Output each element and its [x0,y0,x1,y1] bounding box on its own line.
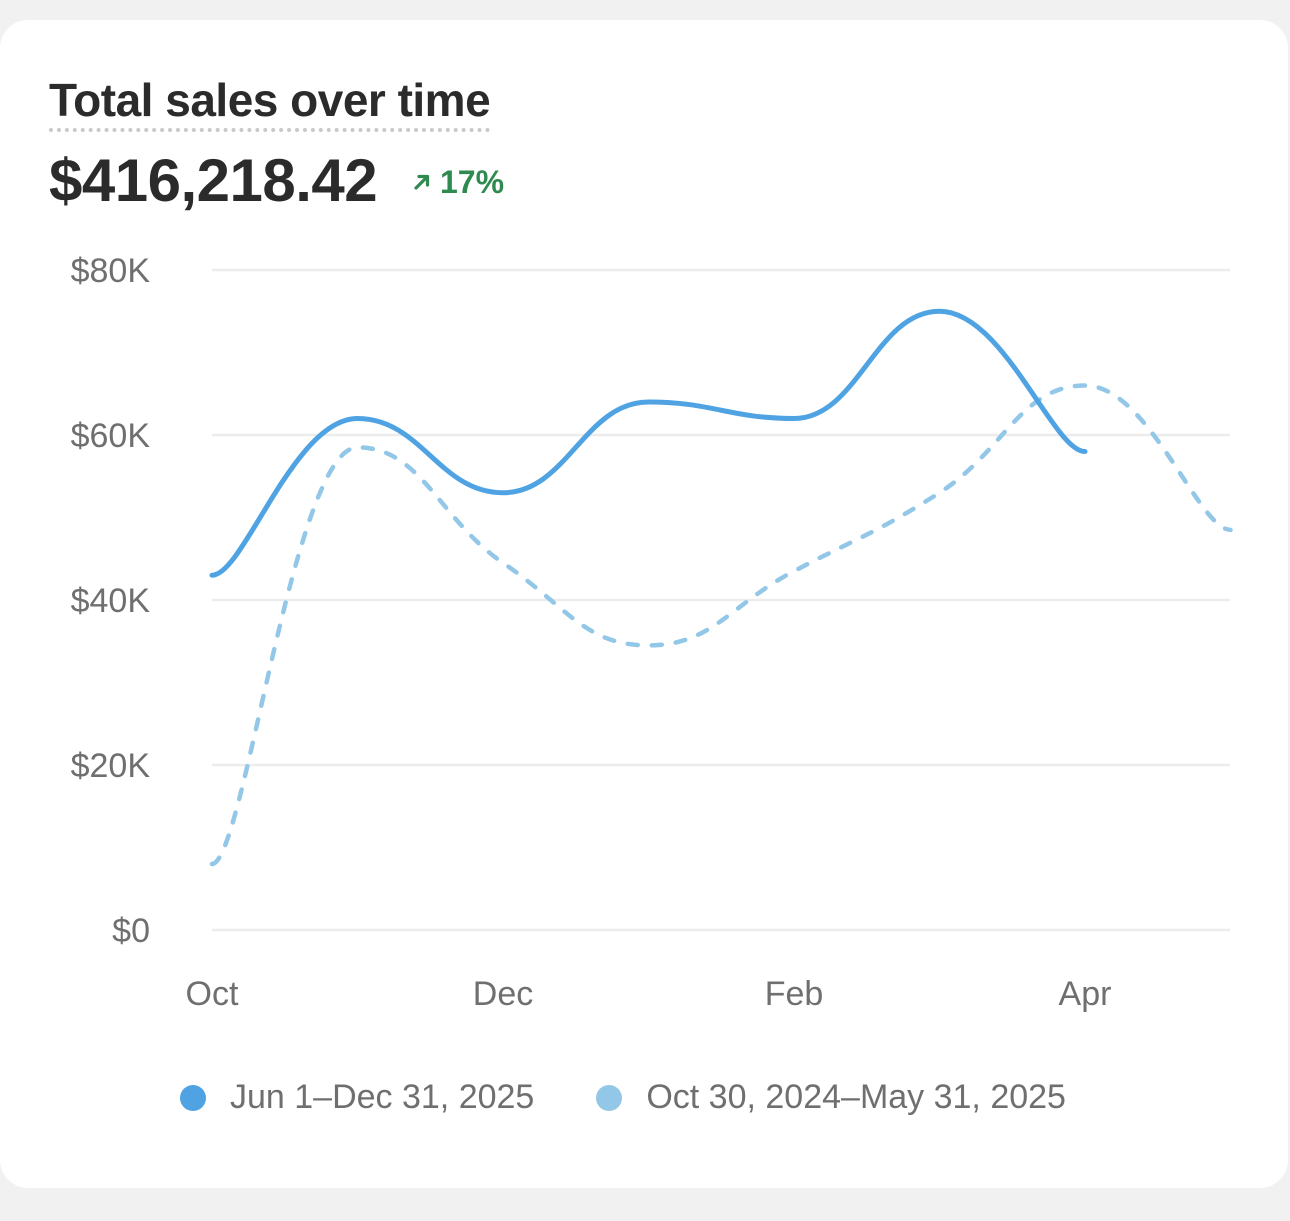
series-line-current[interactable] [209,308,1088,578]
x-tick-label: Apr [1059,975,1112,1013]
legend-dot-previous [596,1084,623,1111]
chart-title[interactable]: Total sales over time [49,74,491,132]
y-tick-label: $0 [112,912,150,950]
chart-legend: Jun 1–Dec 31, 2025 Oct 30, 2024–May 31, … [180,1078,1066,1117]
x-tick-label: Oct [186,975,239,1013]
legend-item-current[interactable]: Jun 1–Dec 31, 2025 [180,1078,534,1117]
legend-item-previous[interactable]: Oct 30, 2024–May 31, 2025 [596,1078,1066,1117]
change-badge: 17% [412,162,504,202]
series-line-previous[interactable] [209,383,1233,867]
y-tick-label: $80K [71,252,151,290]
legend-dot-current [180,1084,206,1111]
arrow-up-right-icon [414,174,430,190]
legend-label-previous: Oct 30, 2024–May 31, 2025 [646,1078,1066,1116]
legend-label-current: Jun 1–Dec 31, 2025 [230,1078,535,1116]
y-tick-label: $60K [71,417,151,455]
y-tick-label: $40K [71,582,151,620]
x-tick-label: Dec [473,975,533,1013]
change-percent: 17% [440,163,505,200]
sales-card [0,20,1288,1188]
total-sales-value: $416,218.42 [49,147,378,214]
x-tick-label: Feb [765,975,824,1013]
y-tick-label: $20K [71,747,151,785]
